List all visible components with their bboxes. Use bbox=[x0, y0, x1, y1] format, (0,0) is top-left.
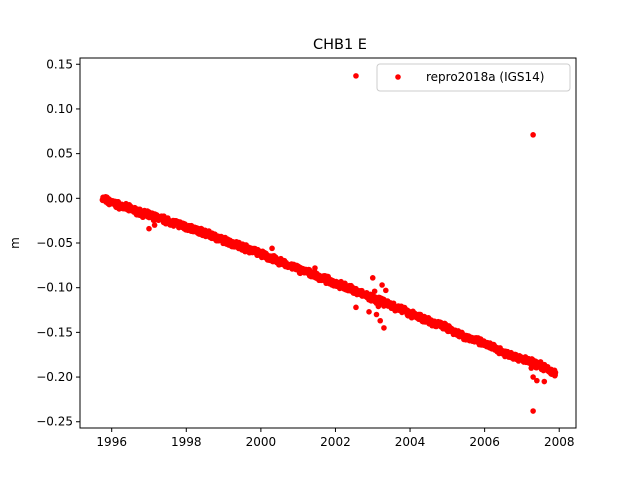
outlier-point bbox=[548, 369, 555, 376]
y-tick-label: 0.05 bbox=[46, 147, 73, 161]
outlier-point bbox=[373, 311, 380, 318]
outlier-point bbox=[366, 309, 372, 315]
data-points bbox=[99, 73, 559, 414]
x-tick-label: 2004 bbox=[395, 435, 426, 449]
legend-marker bbox=[395, 74, 401, 80]
y-tick-label: −0.25 bbox=[36, 415, 73, 429]
outlier-point bbox=[528, 365, 535, 371]
outlier-point bbox=[353, 73, 359, 79]
outlier-point bbox=[375, 303, 382, 310]
x-tick-label: 2008 bbox=[544, 435, 575, 449]
outlier-point bbox=[381, 325, 387, 331]
x-tick-label: 2006 bbox=[469, 435, 500, 449]
outlier-point bbox=[379, 282, 385, 288]
outlier-point bbox=[312, 265, 318, 271]
outlier-point bbox=[353, 304, 359, 311]
y-tick-label: 0.10 bbox=[46, 102, 73, 116]
outlier-point bbox=[151, 222, 158, 228]
outlier-point bbox=[530, 408, 536, 414]
outlier-point bbox=[368, 295, 374, 302]
legend-label: repro2018a (IGS14) bbox=[426, 70, 544, 84]
outlier-point bbox=[530, 132, 536, 138]
outlier-point bbox=[530, 374, 536, 380]
x-tick-label: 1998 bbox=[171, 435, 202, 449]
y-axis-label: m bbox=[8, 237, 22, 249]
legend-box bbox=[376, 63, 571, 92]
y-tick-label: −0.15 bbox=[36, 325, 73, 339]
x-tick-label: 2000 bbox=[246, 435, 277, 449]
legend: repro2018a (IGS14) bbox=[376, 63, 571, 92]
outlier-point bbox=[146, 225, 152, 232]
outlier-point bbox=[541, 378, 548, 385]
y-tick-label: 0.00 bbox=[46, 191, 73, 205]
outlier-point bbox=[377, 317, 384, 324]
y-tick-label: 0.15 bbox=[46, 57, 73, 71]
outlier-point bbox=[269, 245, 275, 252]
y-tick-label: −0.10 bbox=[36, 281, 73, 295]
y-tick-label: −0.05 bbox=[36, 236, 73, 250]
outlier-point bbox=[534, 377, 540, 384]
chart-title: CHB1 E bbox=[313, 37, 367, 53]
outlier-point bbox=[371, 288, 378, 295]
outlier-point bbox=[369, 275, 376, 281]
outlier-point bbox=[384, 298, 391, 304]
x-tick-label: 2002 bbox=[320, 435, 351, 449]
plot-frame bbox=[79, 57, 577, 429]
outlier-point bbox=[383, 287, 389, 294]
x-tick-label: 1996 bbox=[96, 435, 127, 449]
axis-ticks: 1996 1998 2000 2002 2004 2006 2008 0.15 0.10 0.05… bbox=[36, 57, 574, 449]
y-tick-label: −0.20 bbox=[36, 370, 73, 384]
